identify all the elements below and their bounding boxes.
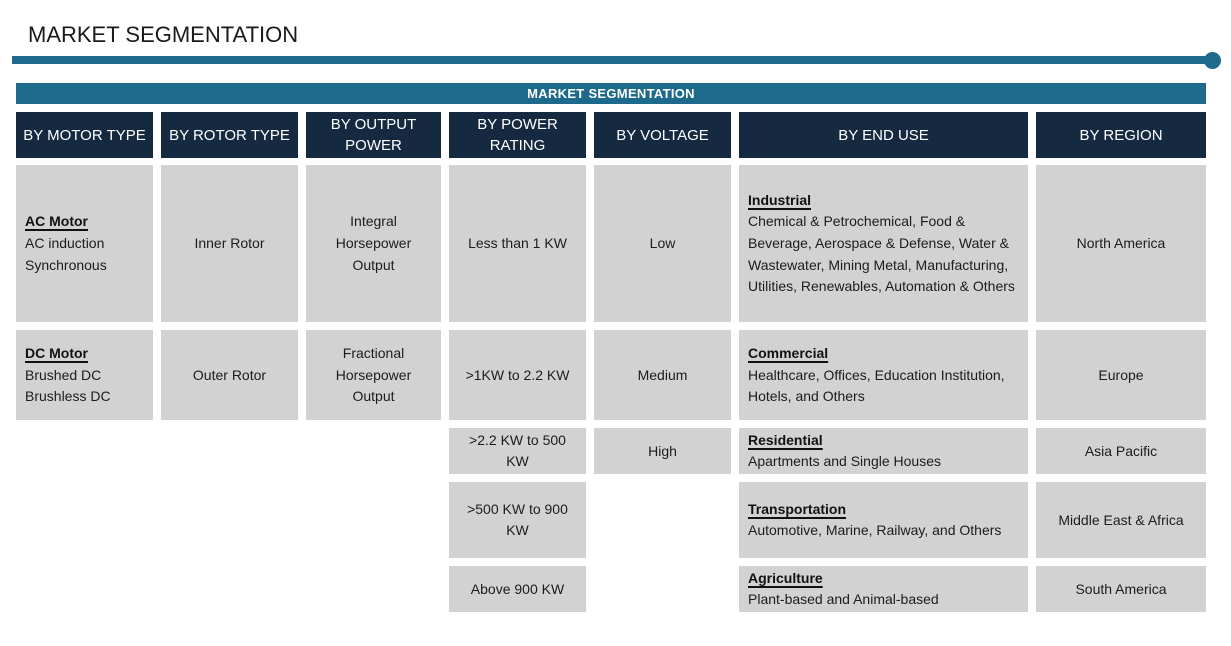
cell-500kw-to-900kw: >500 KW to 900 KW <box>449 482 586 559</box>
cell-integral-horsepower: Integral Horsepower Output <box>306 165 441 323</box>
cell-body: Inner Rotor <box>194 235 265 252</box>
cell-body: High <box>648 442 677 459</box>
cell-body: Medium <box>637 366 688 383</box>
cell-body: >2.2 KW to 500 KW <box>469 431 566 470</box>
column-header-row: BY MOTOR TYPE BY ROTOR TYPE BY OUTPUT PO… <box>16 112 1206 159</box>
cell-body: South America <box>1075 580 1167 597</box>
cell-inner-rotor: Inner Rotor <box>161 165 298 323</box>
cell-region-middle-east-africa: Middle East & Africa <box>1036 482 1206 559</box>
cell-end-use-agriculture: Agriculture Plant-based and Animal-based <box>739 566 1028 613</box>
cell-less-than-1kw: Less than 1 KW <box>449 165 586 323</box>
column-header-voltage: BY VOLTAGE <box>594 112 731 159</box>
cell-ac-motor: AC Motor AC induction Synchronous <box>16 165 153 323</box>
cell-body: Outer Rotor <box>192 366 267 383</box>
cell-body: >1KW to 2.2 KW <box>465 366 570 383</box>
column-header-motor-type: BY MOTOR TYPE <box>16 112 153 159</box>
cell-region-europe: Europe <box>1036 330 1206 421</box>
cell-voltage-high: High <box>594 428 731 475</box>
cell-body: Fractional Horsepower Output <box>335 344 412 405</box>
cell-body: Healthcare, Offices, Education Instituti… <box>748 366 1005 405</box>
cell-body: Asia Pacific <box>1084 442 1158 459</box>
column-header-output-power: BY OUTPUT POWER <box>306 112 441 159</box>
cell-body: AC induction Synchronous <box>25 235 107 273</box>
table-body: AC Motor AC induction Synchronous DC Mot… <box>16 165 1206 613</box>
column-header-region: BY REGION <box>1036 112 1206 159</box>
cell-body: Less than 1 KW <box>468 235 567 252</box>
cell-end-use-residential: Residential Apartments and Single Houses <box>739 428 1028 475</box>
cell-heading: Transportation <box>748 500 847 517</box>
cell-heading: Industrial <box>748 191 812 208</box>
cell-region-south-america: South America <box>1036 566 1206 613</box>
cell-voltage-medium: Medium <box>594 330 731 421</box>
cell-body: >500 KW to 900 KW <box>467 500 568 539</box>
cell-heading: Agriculture <box>748 569 823 586</box>
cell-dc-motor: DC Motor Brushed DC Brushless DC <box>16 330 153 421</box>
table-banner: MARKET SEGMENTATION <box>16 83 1206 105</box>
cell-body: Low <box>649 235 676 252</box>
cell-outer-rotor: Outer Rotor <box>161 330 298 421</box>
cell-body: Chemical & Petrochemical, Food & Beverag… <box>748 213 1015 295</box>
cell-heading: Residential <box>748 431 823 448</box>
cell-body: Integral Horsepower Output <box>335 213 412 273</box>
cell-above-900kw: Above 900 KW <box>449 566 586 613</box>
column-header-end-use: BY END USE <box>739 112 1028 159</box>
cell-region-asia-pacific: Asia Pacific <box>1036 428 1206 475</box>
page-title: MARKET SEGMENTATION <box>28 22 299 47</box>
cell-body: Middle East & Africa <box>1058 511 1184 528</box>
cell-1kw-to-2-2kw: >1KW to 2.2 KW <box>449 330 586 421</box>
title-underline-rule <box>12 51 1221 69</box>
cell-body: North America <box>1076 235 1166 252</box>
column-header-rotor-type: BY ROTOR TYPE <box>161 112 298 159</box>
cell-region-north-america: North America <box>1036 165 1206 323</box>
cell-body: Europe <box>1098 366 1144 383</box>
cell-body: Automotive, Marine, Railway, and Others <box>748 522 1002 539</box>
cell-heading: DC Motor <box>25 344 88 361</box>
cell-end-use-transportation: Transportation Automotive, Marine, Railw… <box>739 482 1028 559</box>
segmentation-table: MARKET SEGMENTATION BY MOTOR TYPE BY ROT… <box>16 83 1206 613</box>
cell-end-use-commercial: Commercial Healthcare, Offices, Educatio… <box>739 330 1028 421</box>
cell-fractional-horsepower: Fractional Horsepower Output <box>306 330 441 421</box>
cell-2-2kw-to-500kw: >2.2 KW to 500 KW <box>449 428 586 475</box>
cell-voltage-low: Low <box>594 165 731 323</box>
cell-end-use-industrial: Industrial Chemical & Petrochemical, Foo… <box>739 165 1028 323</box>
rule-end-dot <box>1204 51 1221 69</box>
cell-heading: AC Motor <box>25 213 88 230</box>
cell-body: Plant-based and Animal-based <box>748 591 939 608</box>
cell-body: Brushed DC Brushless DC <box>25 366 111 405</box>
column-header-power-rating: BY POWER RATING <box>449 112 586 159</box>
cell-body: Above 900 KW <box>470 580 565 597</box>
cell-body: Apartments and Single Houses <box>748 453 941 470</box>
cell-heading: Commercial <box>748 344 829 361</box>
